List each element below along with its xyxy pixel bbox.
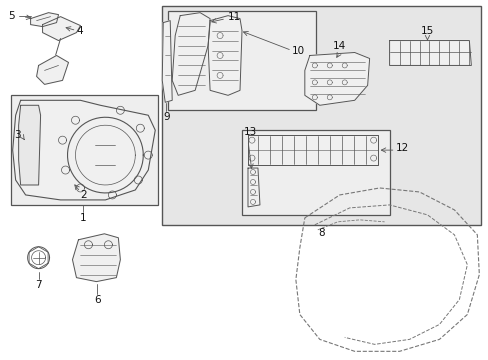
Text: 11: 11: [227, 12, 241, 22]
Text: 2: 2: [81, 190, 87, 200]
Polygon shape: [13, 100, 155, 200]
Bar: [11, 95, 158, 205]
Bar: [162, 6, 480, 225]
Text: 14: 14: [332, 41, 346, 50]
Bar: [168, 11, 315, 110]
Polygon shape: [19, 105, 41, 185]
Polygon shape: [208, 15, 242, 95]
Polygon shape: [162, 21, 172, 102]
Text: 15: 15: [420, 26, 433, 36]
Text: 9: 9: [163, 112, 169, 122]
Text: 5: 5: [9, 11, 15, 21]
Text: 10: 10: [291, 45, 305, 55]
Polygon shape: [247, 168, 260, 207]
Polygon shape: [389, 41, 470, 66]
Polygon shape: [72, 234, 120, 282]
Text: 1: 1: [80, 213, 86, 223]
Polygon shape: [42, 17, 81, 41]
Text: 12: 12: [395, 143, 408, 153]
Polygon shape: [304, 53, 369, 105]
Text: 3: 3: [15, 130, 21, 140]
Polygon shape: [172, 13, 210, 95]
Bar: [242, 130, 389, 215]
Text: 6: 6: [94, 294, 101, 305]
Polygon shape: [37, 55, 68, 84]
Polygon shape: [247, 135, 377, 165]
Polygon shape: [31, 13, 59, 27]
Text: 13: 13: [244, 127, 257, 137]
Text: 7: 7: [35, 280, 42, 289]
Text: 8: 8: [318, 228, 325, 238]
Text: 4: 4: [76, 26, 83, 36]
